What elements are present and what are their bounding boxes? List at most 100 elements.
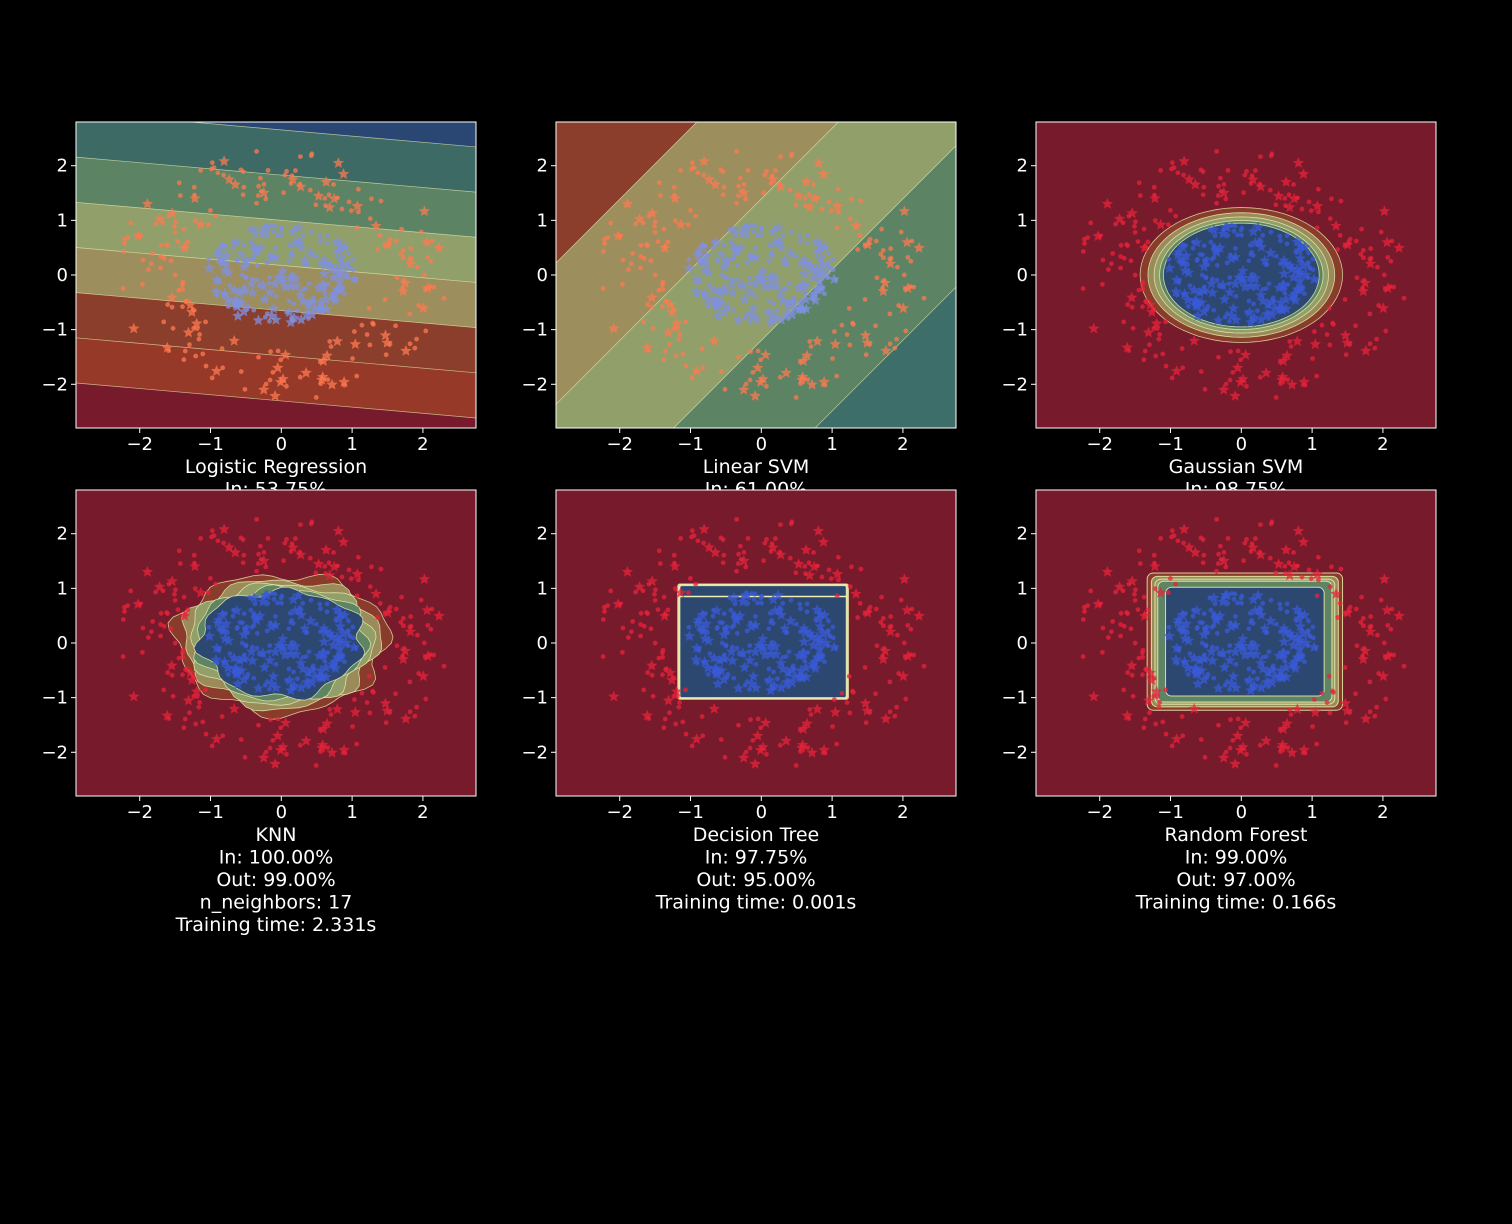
data-point (762, 540, 768, 546)
data-point (743, 381, 749, 387)
data-point (1368, 614, 1374, 619)
data-point (1235, 600, 1241, 606)
data-point (313, 570, 319, 576)
data-point (764, 168, 769, 174)
data-point (1118, 265, 1123, 271)
data-point (862, 238, 874, 250)
data-point (1217, 278, 1229, 290)
data-point (793, 763, 799, 768)
data-point (901, 640, 907, 646)
data-point (1130, 325, 1136, 331)
data-point (252, 314, 265, 326)
data-point (182, 326, 195, 338)
data-point (1315, 209, 1321, 215)
data-point (333, 244, 345, 256)
data-point (1132, 223, 1137, 229)
data-point (337, 168, 350, 179)
data-point (416, 303, 422, 308)
data-point (317, 261, 323, 267)
data-point (422, 286, 428, 292)
data-point (1391, 284, 1397, 290)
data-point (1176, 254, 1189, 266)
data-point (725, 671, 731, 677)
data-point (1126, 213, 1132, 219)
data-point (1151, 317, 1163, 329)
data-point (216, 254, 229, 266)
data-point (1160, 351, 1166, 357)
data-point (1324, 700, 1330, 705)
data-point (1211, 246, 1223, 258)
data-point (830, 256, 836, 262)
data-point (911, 284, 917, 290)
data-point (1338, 566, 1344, 572)
data-point (1126, 348, 1131, 353)
data-point (1277, 629, 1283, 635)
data-point (370, 588, 382, 599)
data-point (287, 610, 293, 616)
data-point (404, 257, 417, 269)
data-point (256, 551, 261, 557)
data-point (122, 241, 127, 246)
data-point (1192, 297, 1204, 309)
data-point (1237, 265, 1249, 276)
data-point (1288, 192, 1300, 204)
data-point (757, 741, 769, 753)
data-point (176, 655, 182, 661)
data-point (257, 646, 269, 658)
data-point (1342, 606, 1354, 618)
data-point (180, 304, 185, 310)
data-point (1273, 621, 1279, 627)
data-point (320, 544, 332, 555)
scatter-points (120, 516, 447, 769)
data-point (686, 256, 692, 262)
data-point (185, 607, 191, 613)
data-point (744, 260, 750, 266)
data-point (831, 200, 844, 211)
data-point (279, 348, 292, 360)
data-point (297, 742, 303, 748)
y-tick-label: −1 (521, 688, 548, 709)
data-point (353, 277, 359, 283)
data-point (240, 192, 246, 198)
data-point (1305, 643, 1311, 649)
data-point (1382, 654, 1388, 660)
data-point (671, 693, 677, 699)
data-point (1248, 181, 1254, 186)
data-point (1266, 649, 1272, 655)
data-point (1239, 600, 1245, 606)
data-point (1223, 749, 1229, 755)
data-point (721, 552, 727, 558)
data-point (1372, 713, 1378, 719)
data-point (317, 359, 323, 365)
data-point (880, 615, 886, 621)
data-point (1269, 519, 1275, 525)
data-point (902, 286, 908, 292)
data-point (252, 682, 265, 694)
scatter-points (1080, 148, 1407, 401)
data-point (777, 181, 783, 187)
data-point (393, 606, 399, 612)
data-point (238, 305, 250, 317)
data-point (1347, 236, 1353, 242)
data-point (333, 612, 345, 624)
data-point (331, 335, 343, 347)
data-point (1311, 697, 1317, 702)
data-point (1105, 267, 1111, 272)
data-point (265, 620, 278, 632)
data-point (1185, 630, 1190, 635)
data-point (1121, 687, 1127, 693)
data-point (1202, 289, 1208, 295)
data-point (1330, 689, 1336, 695)
data-point (695, 538, 701, 544)
data-point (791, 298, 797, 304)
data-point (1233, 661, 1239, 667)
data-point (370, 220, 382, 231)
plot-area (556, 122, 956, 428)
data-point (166, 291, 178, 303)
data-point (1118, 242, 1124, 248)
region-band (76, 176, 476, 310)
data-point (1105, 635, 1111, 640)
data-point (638, 265, 643, 271)
